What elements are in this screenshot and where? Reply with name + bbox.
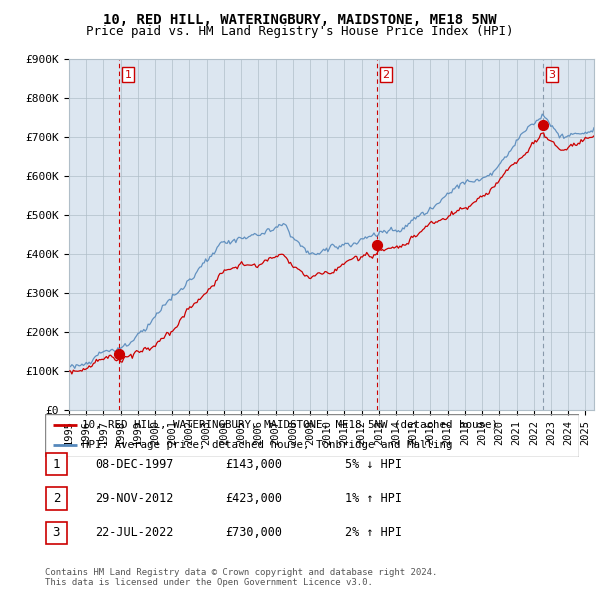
- Text: Contains HM Land Registry data © Crown copyright and database right 2024.
This d: Contains HM Land Registry data © Crown c…: [45, 568, 437, 587]
- Text: 1: 1: [53, 458, 60, 471]
- Text: 2: 2: [53, 492, 60, 505]
- Point: [115, 349, 124, 359]
- Text: 3: 3: [548, 70, 556, 80]
- Text: 29-NOV-2012: 29-NOV-2012: [95, 492, 173, 505]
- Text: 1: 1: [125, 70, 131, 80]
- Text: 2% ↑ HPI: 2% ↑ HPI: [345, 526, 402, 539]
- Text: 2: 2: [382, 70, 389, 80]
- Text: Price paid vs. HM Land Registry's House Price Index (HPI): Price paid vs. HM Land Registry's House …: [86, 25, 514, 38]
- Text: 10, RED HILL, WATERINGBURY, MAIDSTONE, ME18 5NW: 10, RED HILL, WATERINGBURY, MAIDSTONE, M…: [103, 13, 497, 27]
- Text: £143,000: £143,000: [225, 458, 282, 471]
- Point: [373, 240, 382, 250]
- Point: [538, 120, 548, 130]
- Text: 5% ↓ HPI: 5% ↓ HPI: [345, 458, 402, 471]
- Text: £423,000: £423,000: [225, 492, 282, 505]
- Text: 08-DEC-1997: 08-DEC-1997: [95, 458, 173, 471]
- Text: 10, RED HILL, WATERINGBURY, MAIDSTONE, ME18 5NW (detached house): 10, RED HILL, WATERINGBURY, MAIDSTONE, M…: [82, 420, 499, 430]
- Text: £730,000: £730,000: [225, 526, 282, 539]
- Text: HPI: Average price, detached house, Tonbridge and Malling: HPI: Average price, detached house, Tonb…: [82, 440, 453, 450]
- Text: 3: 3: [53, 526, 60, 539]
- Text: 1% ↑ HPI: 1% ↑ HPI: [345, 492, 402, 505]
- Text: 22-JUL-2022: 22-JUL-2022: [95, 526, 173, 539]
